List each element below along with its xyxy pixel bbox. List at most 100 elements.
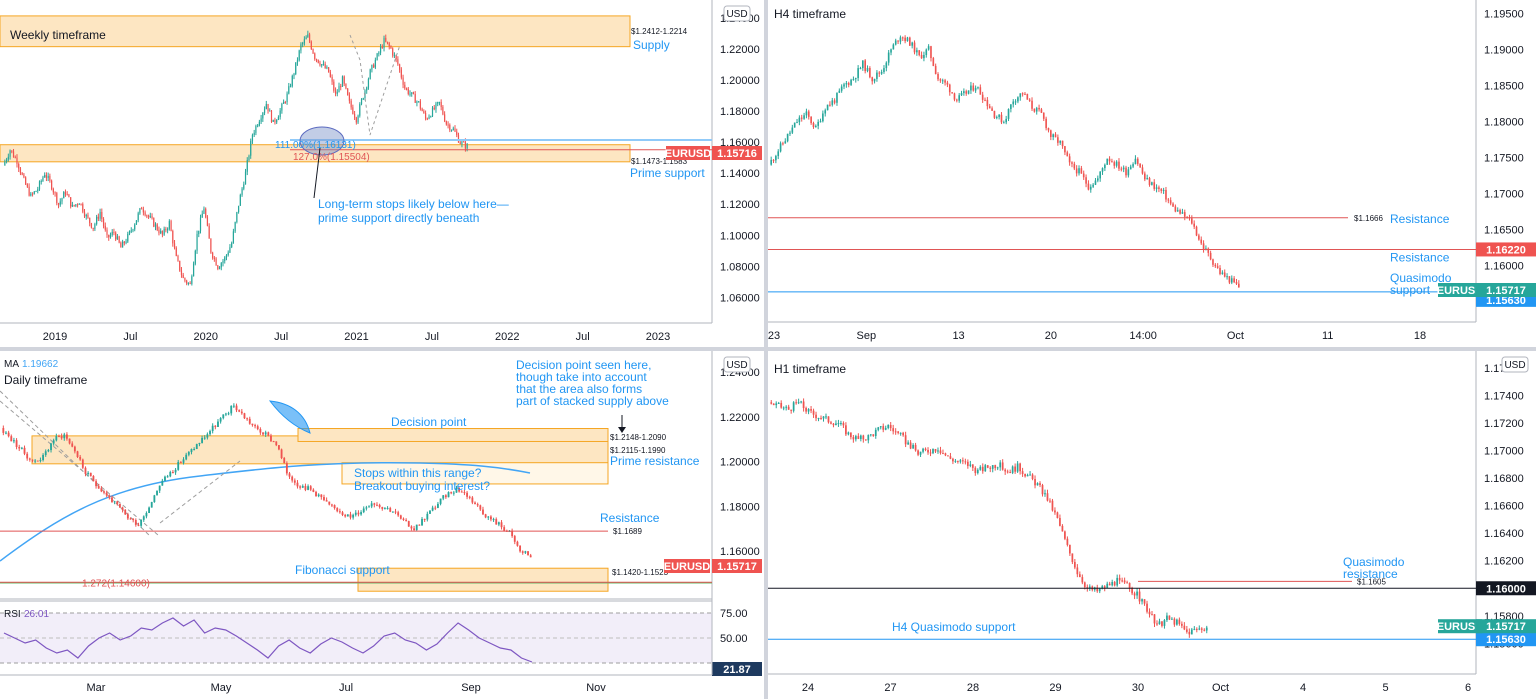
h1-x-tick: 4 [1300, 682, 1306, 694]
weekly-y-tick: 1.20000 [720, 75, 760, 87]
weekly-candle [135, 220, 138, 225]
weekly-candle [227, 252, 229, 255]
h4-candle [1151, 182, 1153, 185]
h4-candle [1005, 118, 1007, 123]
h1-candle [887, 424, 890, 428]
weekly-candle [45, 175, 48, 178]
h4-candle [1120, 168, 1123, 170]
h1-candle [777, 402, 780, 404]
h4-candle [909, 37, 911, 46]
weekly-candle [328, 67, 330, 73]
weekly-candle [286, 93, 288, 103]
h4-candle [1167, 199, 1170, 201]
h1-candle [942, 453, 944, 455]
daily-candle [376, 504, 378, 506]
daily-fibonacci-support-label: Fibonacci support [295, 563, 390, 577]
h1-candle [847, 432, 850, 435]
h4-chart-panel[interactable]: 1.19500 1.19000 1.18500 1.18000 1.17500 1.170… [768, 0, 1536, 347]
daily-candle [471, 497, 474, 503]
weekly-candle [431, 107, 434, 117]
daily-candle [357, 512, 360, 515]
h4-candle [1061, 140, 1064, 147]
weekly-chart-panel[interactable]: 1.240001.220001.200001.180001.160001.140… [0, 0, 764, 347]
daily-candle [20, 447, 23, 449]
daily-candle [224, 413, 227, 415]
h4-candle [1139, 163, 1141, 168]
daily-candle [73, 446, 76, 452]
h1-quasimodo-resistance-label: Quasimodo resistance [1343, 555, 1405, 581]
weekly-prime-support-label: Prime support [630, 166, 705, 180]
weekly-candle [208, 225, 210, 239]
h1-candle [785, 406, 788, 408]
daily-candle [360, 512, 363, 515]
daily-chart-panel[interactable]: 1.24000 1.22000 1.20000 1.18000 1.16000 USD MA… [0, 351, 764, 699]
weekly-candle [269, 110, 271, 112]
weekly-chart[interactable]: 1.240001.220001.200001.180001.160001.140… [0, 0, 764, 347]
daily-candle [95, 481, 98, 487]
h4-candle [770, 159, 772, 165]
daily-candle [423, 518, 426, 520]
daily-candle [373, 503, 376, 505]
weekly-candle [37, 189, 39, 191]
h1-candle [1138, 591, 1141, 602]
weekly-candle [134, 224, 136, 230]
daily-candle [447, 492, 450, 498]
h1-candle [1151, 614, 1153, 616]
h1-candle [1078, 574, 1081, 578]
h1-candle [1004, 469, 1007, 472]
weekly-candle [109, 234, 112, 238]
h1-candle [795, 402, 798, 404]
h4-candle [887, 52, 890, 63]
weekly-x-tick: Jul [274, 331, 288, 343]
h1-candle [840, 422, 842, 424]
h4-chart[interactable]: 1.19500 1.19000 1.18500 1.18000 1.17500 1.170… [768, 0, 1536, 347]
daily-candle [378, 504, 381, 508]
weekly-candle [144, 212, 146, 216]
h4-candle [1064, 146, 1066, 153]
weekly-candle [442, 106, 444, 115]
h1-candle [882, 426, 885, 430]
h4-candle [845, 83, 848, 85]
weekly-annotation-arrow [313, 147, 321, 199]
h4-x-tick: 23 [768, 330, 780, 342]
h4-candle [1153, 182, 1156, 189]
h4-candle [1198, 235, 1200, 240]
daily-candle [277, 445, 280, 450]
daily-candle [34, 460, 37, 462]
weekly-candle [236, 212, 238, 222]
h1-candle [1024, 474, 1026, 477]
h4-x-tick: 20 [1045, 330, 1057, 342]
weekly-candle [447, 124, 449, 126]
weekly-candle [399, 64, 401, 70]
weekly-candle [158, 229, 160, 234]
weekly-x-tick: 2022 [495, 331, 519, 343]
h4-y-tick: 1.18000 [1484, 116, 1524, 128]
h4-candle [1176, 210, 1179, 212]
weekly-candle [113, 231, 115, 233]
h4-candle [894, 40, 897, 45]
h1-candle [1143, 599, 1146, 604]
daily-chart[interactable]: 1.240001.220001.200001.180001.16000USDMA… [0, 351, 764, 699]
weekly-symbol-tag: EURUSD [665, 148, 712, 160]
weekly-candle [241, 188, 243, 195]
daily-candle [238, 410, 241, 412]
h4-candle [1019, 93, 1022, 98]
weekly-candle [51, 180, 53, 190]
h1-candle [1121, 580, 1124, 582]
h1-chart-panel[interactable]: 1.176001.174001.172001.170001.168001.166… [768, 351, 1536, 699]
panel-divider-horizontal[interactable] [0, 347, 1536, 351]
h4-candle [850, 79, 852, 85]
weekly-candle [426, 118, 428, 120]
h1-candle [1166, 615, 1168, 621]
h1-candle [1054, 510, 1056, 513]
h1-candle [852, 437, 855, 440]
h4-candle [786, 133, 789, 142]
h4-candle [1183, 212, 1186, 217]
h4-candle [1059, 140, 1062, 143]
weekly-candle [12, 151, 15, 158]
daily-candle [219, 418, 222, 422]
weekly-candle [378, 52, 380, 54]
h1-chart[interactable]: 1.176001.174001.172001.170001.168001.166… [768, 351, 1536, 699]
weekly-candle [52, 189, 54, 193]
h4-candle [1082, 173, 1085, 178]
